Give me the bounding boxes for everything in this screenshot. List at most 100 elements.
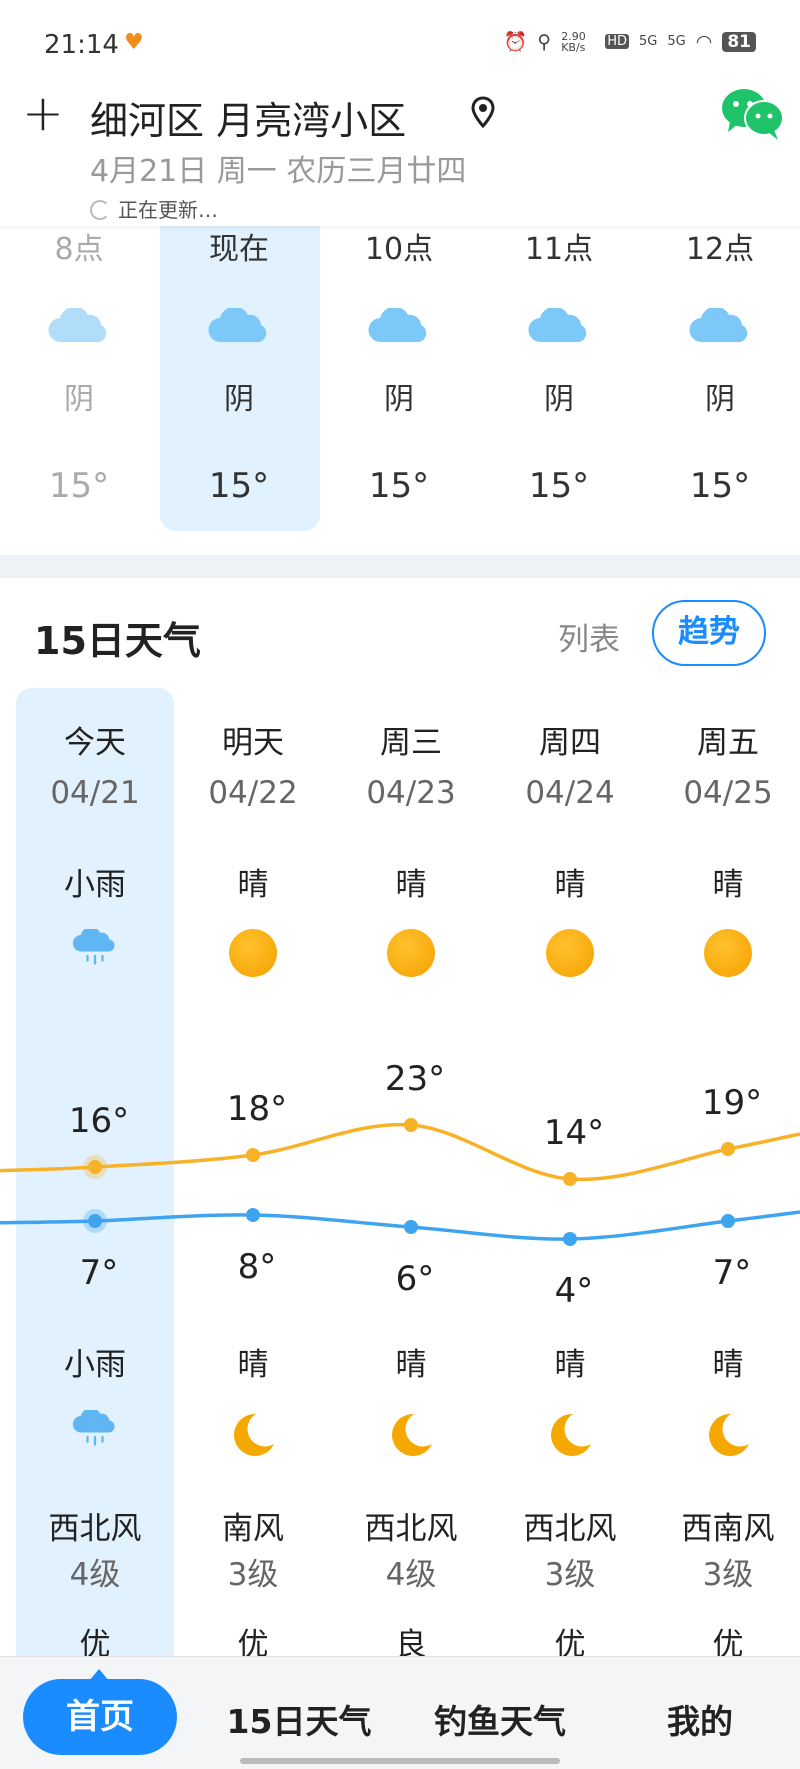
cloud-icon [207, 306, 271, 348]
alarm-icon: ⏰ [503, 31, 528, 53]
low-temp: 7° [79, 1253, 119, 1293]
wechat-share-icon[interactable] [720, 86, 784, 142]
high-temp: 16° [68, 1101, 130, 1141]
low-temp: 6° [395, 1259, 435, 1299]
bottom-nav: 首页 15日天气 钓鱼天气 我的 [0, 1656, 800, 1769]
add-city-button[interactable]: + [22, 84, 64, 142]
nav-home[interactable]: 首页 [23, 1669, 177, 1755]
wind-level: 3级 [702, 1557, 754, 1593]
night-weather: 晴 [712, 1347, 744, 1383]
day-weather: 晴 [395, 867, 427, 903]
updating-status: 正在更新… [90, 194, 218, 223]
heart-icon: ♥ [124, 30, 144, 55]
hour-label: 10点 [364, 232, 434, 267]
hourly-forecast[interactable]: 8点 阴 15° 现在 阴 15° 10点 阴 15° 11点 阴 15° 12… [0, 226, 800, 556]
wind-direction: 西北风 [523, 1511, 617, 1547]
wind-direction: 南风 [222, 1511, 284, 1547]
high-temp-point [246, 1148, 260, 1162]
location-icon: ⚲ [537, 30, 552, 53]
cloud-icon [688, 306, 752, 348]
night-weather: 小雨 [64, 1347, 126, 1383]
hour-label: 8点 [54, 232, 104, 267]
spinner-icon [90, 200, 110, 220]
hour-label: 11点 [524, 232, 594, 267]
low-temp: 7° [712, 1253, 752, 1293]
day-name: 周四 [539, 725, 601, 761]
low-temp-point [721, 1214, 735, 1228]
wind-level: 4级 [69, 1557, 121, 1593]
daily-section-title: 15日天气 [34, 619, 201, 663]
day-date: 04/21 [50, 775, 140, 811]
hour-temp: 15° [48, 466, 110, 506]
day-name: 今天 [64, 725, 126, 761]
home-indicator[interactable] [240, 1758, 560, 1764]
nav-me[interactable]: 我的 [667, 1702, 733, 1741]
low-temp: 8° [237, 1247, 277, 1287]
night-weather: 晴 [395, 1347, 427, 1383]
day-date: 04/23 [366, 775, 456, 811]
moon-icon [545, 1410, 595, 1464]
cloud-icon [47, 306, 111, 348]
rain-cloud-icon [63, 927, 127, 969]
hd-icon: HD [605, 34, 630, 49]
wind-direction: 西北风 [48, 1511, 142, 1547]
wind-level: 3级 [227, 1557, 279, 1593]
night-weather: 晴 [554, 1347, 586, 1383]
wind-direction: 西北风 [364, 1511, 458, 1547]
day-name: 明天 [222, 725, 284, 761]
moon-icon [386, 1410, 436, 1464]
low-temp-point [246, 1208, 260, 1222]
nav-15-day[interactable]: 15日天气 [226, 1702, 372, 1741]
trend-view-button[interactable]: 趋势 [652, 600, 766, 666]
day-date: 04/22 [208, 775, 298, 811]
hour-weather: 阴 [544, 382, 574, 417]
location-pin-icon [471, 96, 495, 128]
cloud-icon [527, 306, 591, 348]
rain-cloud-icon [63, 1408, 127, 1450]
hour-weather: 阴 [224, 382, 254, 417]
hour-temp: 15° [368, 466, 430, 506]
hour-weather: 阴 [384, 382, 414, 417]
updating-text: 正在更新… [118, 198, 218, 222]
night-weather: 晴 [237, 1347, 269, 1383]
high-temp: 18° [226, 1089, 288, 1129]
hour-weather: 阴 [705, 382, 735, 417]
day-weather: 小雨 [64, 867, 126, 903]
wind-direction: 西南风 [681, 1511, 775, 1547]
low-temp-point [563, 1232, 577, 1246]
hour-label: 现在 [209, 232, 269, 267]
header: + 细河区 月亮湾小区 4月21日 周一 农历三月廿四 正在更新… [0, 80, 800, 226]
hour-temp: 15° [208, 466, 270, 506]
day-name: 周三 [380, 725, 442, 761]
moon-icon [228, 1410, 278, 1464]
high-temp-point [721, 1142, 735, 1156]
hour-temp: 15° [528, 466, 590, 506]
wifi-icon: ◠ [695, 30, 713, 53]
high-temp: 23° [384, 1059, 446, 1099]
high-temp: 14° [543, 1113, 605, 1153]
section-divider [0, 555, 800, 578]
day-weather: 晴 [712, 867, 744, 903]
low-temp: 4° [554, 1271, 594, 1311]
clock: 21:14 [44, 30, 119, 60]
sun-icon [229, 929, 277, 977]
location-title[interactable]: 细河区 月亮湾小区 [90, 99, 407, 143]
sun-icon [546, 929, 594, 977]
day-date: 04/24 [525, 775, 615, 811]
signal-1: 5G [639, 34, 658, 49]
day-date: 04/25 [683, 775, 773, 811]
sun-icon [704, 929, 752, 977]
status-bar: 21:14 ♥ ⏰ ⚲ 2.90 KB/s HD 5G 5G ◠ 81 [0, 0, 800, 80]
network-speed: 2.90 KB/s [561, 29, 586, 54]
high-temp-point [563, 1172, 577, 1186]
day-weather: 晴 [237, 867, 269, 903]
cloud-icon [367, 306, 431, 348]
high-temp: 19° [701, 1083, 763, 1123]
wind-level: 3级 [544, 1557, 596, 1593]
date-line: 4月21日 周一 农历三月廿四 [90, 154, 467, 189]
list-view-button[interactable]: 列表 [558, 622, 620, 658]
nav-fishing[interactable]: 钓鱼天气 [434, 1702, 566, 1741]
wind-level: 4级 [385, 1557, 437, 1593]
day-weather: 晴 [554, 867, 586, 903]
battery: 81 [722, 31, 756, 52]
